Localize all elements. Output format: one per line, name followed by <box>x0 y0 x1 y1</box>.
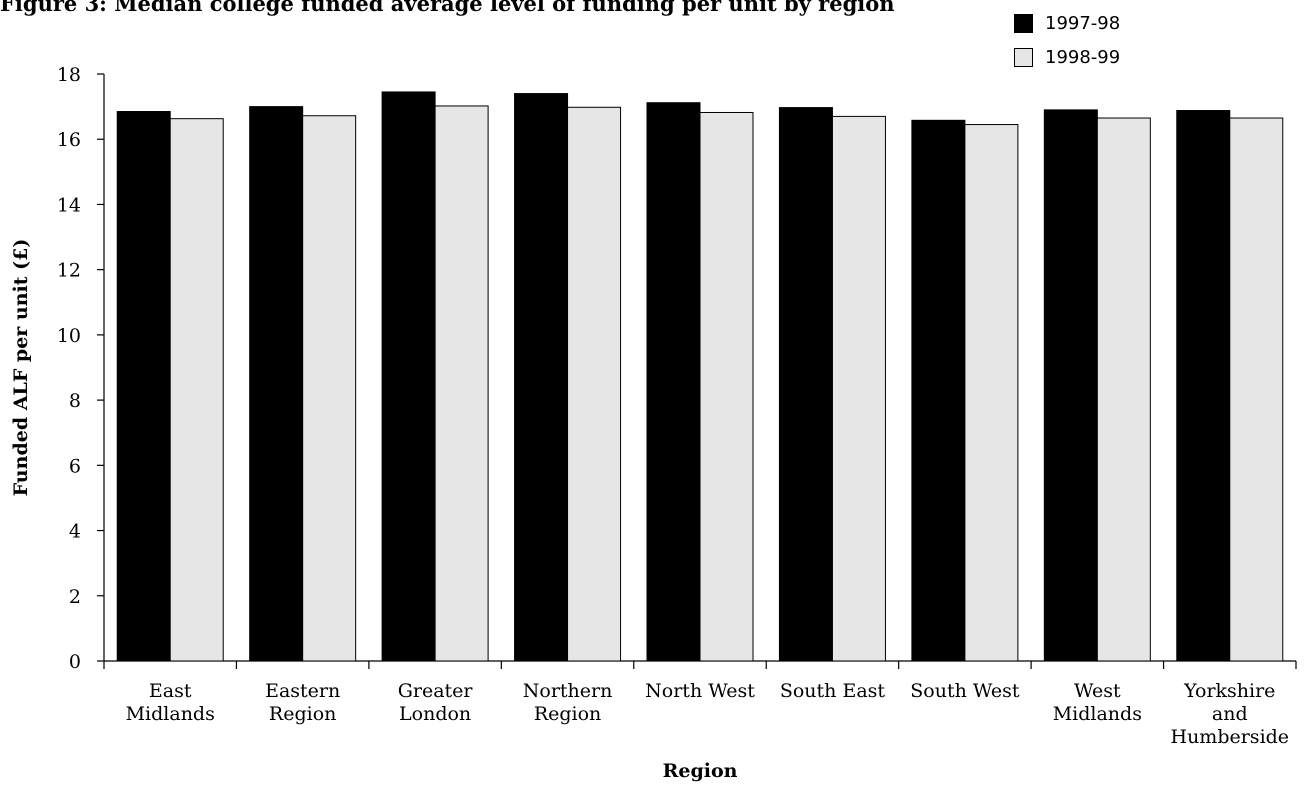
x-tick-label: Eastern Region <box>265 680 340 725</box>
y-axis-title: Funded ALF per unit (£) <box>10 239 32 497</box>
bar-1997-98 <box>116 111 171 662</box>
bar-1997-98 <box>1176 110 1231 662</box>
x-tick-label: Greater London <box>398 680 474 725</box>
x-tick-label: Yorkshire and Humberside <box>1171 680 1290 748</box>
x-tick-label: South East <box>780 680 886 702</box>
bar-1998-99 <box>434 105 489 662</box>
bar-1997-98 <box>249 106 304 662</box>
legend-label-1997-98: 1997-98 <box>1045 12 1121 34</box>
legend-item-1998-99: 1998-99 <box>1014 40 1120 74</box>
legend-swatch-1997-98 <box>1014 13 1033 33</box>
legend: 1997-98 1998-99 <box>1014 6 1120 74</box>
bar-1997-98 <box>381 91 436 662</box>
bar-1998-99 <box>1229 117 1284 662</box>
bars <box>116 91 1284 662</box>
x-tick-label: North West <box>645 680 755 702</box>
x-axis-title: Region <box>663 760 738 782</box>
bar-1998-99 <box>831 115 886 662</box>
bar-1998-99 <box>964 124 1019 662</box>
legend-item-1997-98: 1997-98 <box>1014 6 1120 40</box>
chart-title: Figure 3: Median college funded average … <box>0 0 895 16</box>
bar-1997-98 <box>911 119 966 662</box>
y-tick-label: 10 <box>57 325 81 347</box>
y-tick-label: 8 <box>69 390 81 412</box>
x-tick-label: East Midlands <box>126 680 215 725</box>
bar-1997-98 <box>778 107 833 662</box>
legend-swatch-1998-99 <box>1014 47 1033 67</box>
y-tick-label: 0 <box>69 651 81 673</box>
y-tick-label: 14 <box>57 194 81 216</box>
bar-1998-99 <box>567 106 622 662</box>
bar-1997-98 <box>1043 109 1098 662</box>
y-tick-label: 16 <box>57 129 81 151</box>
bar-1998-99 <box>1096 117 1151 662</box>
bar-1997-98 <box>514 93 569 662</box>
bar-1998-99 <box>169 118 224 662</box>
bar-1997-98 <box>646 102 701 662</box>
axis-labels: 0 2 4 6 8 10 12 14 16 18 East Midlands Eastern Region… <box>10 64 1289 782</box>
legend-label-1998-99: 1998-99 <box>1045 46 1121 68</box>
y-tick-label: 12 <box>57 260 81 282</box>
bar-1998-99 <box>699 111 754 662</box>
y-tick-label: 4 <box>69 521 81 543</box>
y-tick-label: 6 <box>69 455 81 477</box>
x-tick-label: South West <box>910 680 1020 702</box>
bar-1998-99 <box>302 115 357 662</box>
y-tick-label: 2 <box>69 586 81 608</box>
y-tick-label: 18 <box>57 64 81 86</box>
x-tick-label: West Midlands <box>1053 680 1142 725</box>
x-tick-label: Northern Region <box>523 680 613 725</box>
